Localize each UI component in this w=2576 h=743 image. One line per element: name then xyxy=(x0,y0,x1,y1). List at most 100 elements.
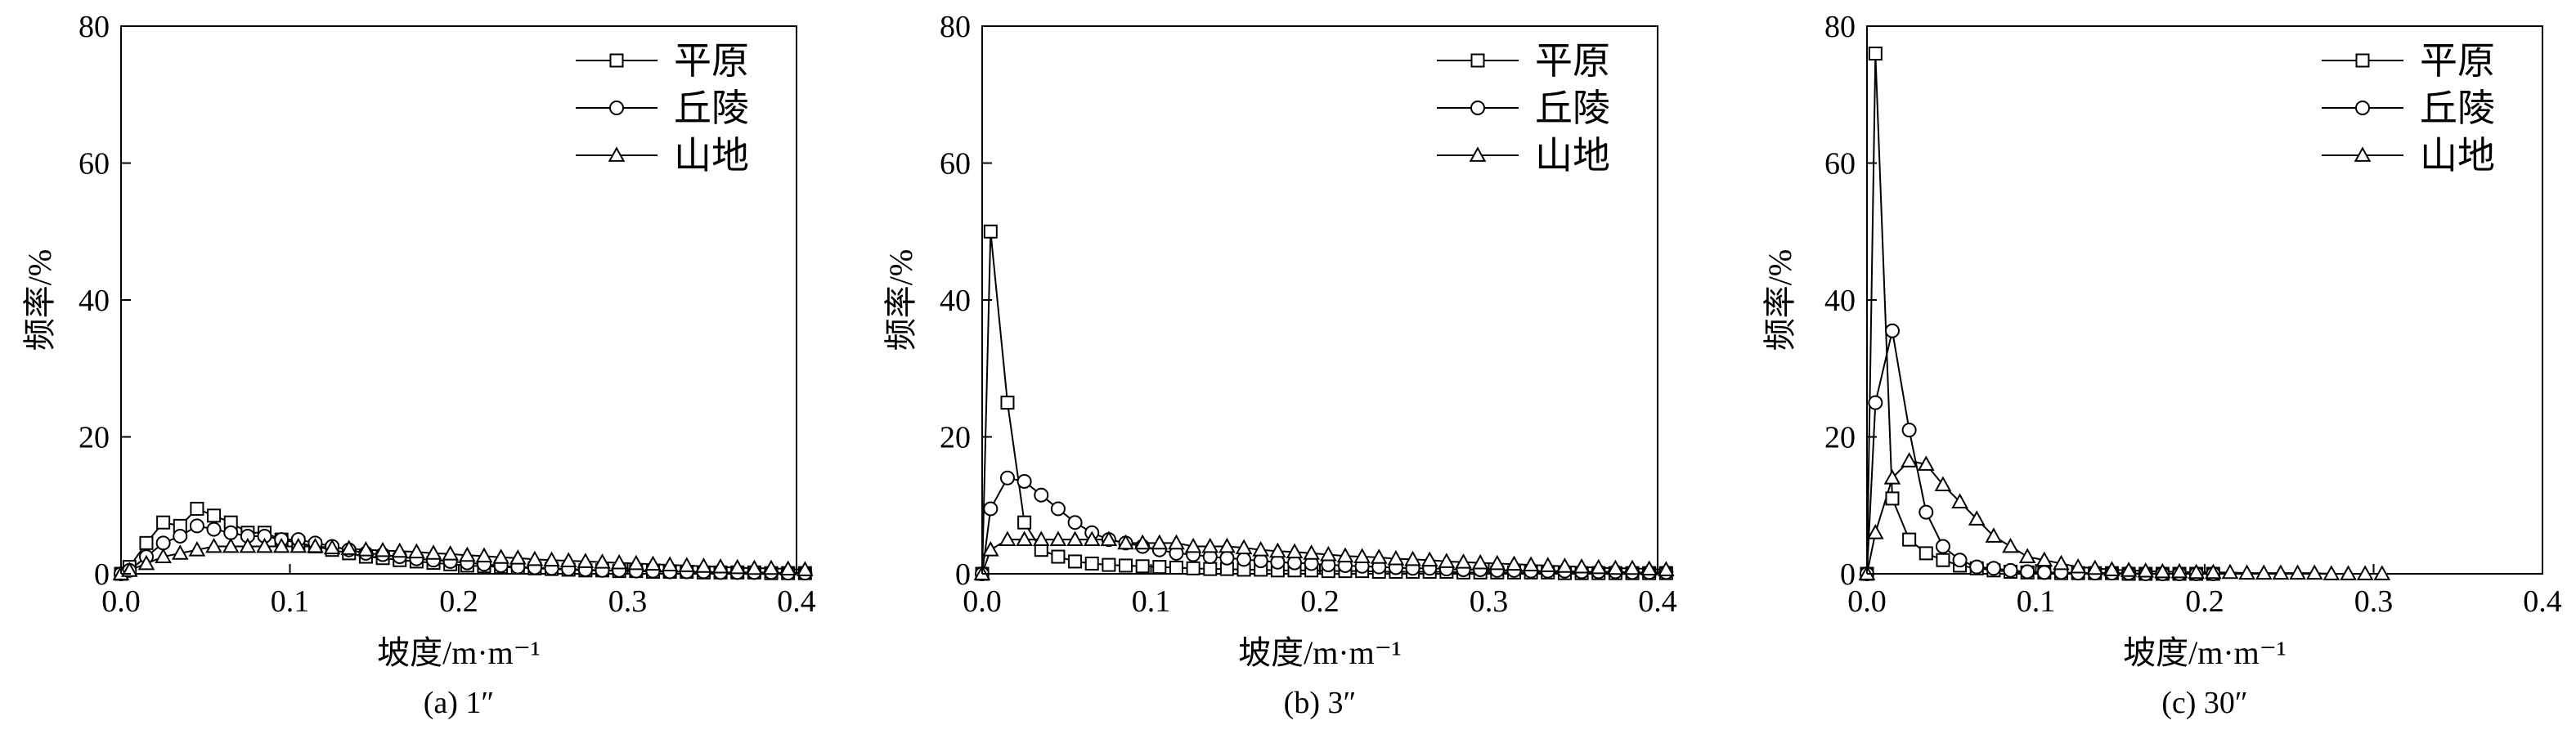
legend-marker xyxy=(2355,101,2370,115)
data-point-山地 xyxy=(1640,560,1658,576)
data-point-山地 xyxy=(1218,537,1236,553)
data-point-山地 xyxy=(1303,544,1320,560)
y-tick-label: 80 xyxy=(79,10,110,44)
series-line-平原 xyxy=(1866,53,2214,575)
tick-layer: 0.0 0.1 0.2 0.3 0.4 0 20 40 60 80 xyxy=(1824,10,2562,619)
data-point-丘陵 xyxy=(1986,561,2001,576)
data-point-平原 xyxy=(1919,546,1933,561)
data-point-山地 xyxy=(2069,557,2087,574)
data-point-平原 xyxy=(1084,556,1099,571)
data-point-山地 xyxy=(762,559,780,575)
y-axis-label: 频率/% xyxy=(882,249,919,351)
x-tick-label: 0.4 xyxy=(777,584,816,619)
series-layer xyxy=(112,501,814,581)
data-point-山地 xyxy=(1883,469,1901,485)
data-point-山地 xyxy=(307,537,324,553)
data-point-山地 xyxy=(1100,530,1118,547)
data-point-丘陵 xyxy=(189,518,204,534)
data-point-山地 xyxy=(610,553,628,570)
x-tick-label: 0.3 xyxy=(1470,584,1509,619)
data-point-山地 xyxy=(492,548,509,564)
y-tick-label: 20 xyxy=(79,421,110,455)
data-point-山地 xyxy=(2137,562,2155,578)
x-tick-label: 0.1 xyxy=(1132,584,1171,619)
data-point-山地 xyxy=(999,530,1016,547)
y-tick-label: 0 xyxy=(94,557,110,592)
data-point-山地 xyxy=(644,555,662,571)
data-point-平原 xyxy=(1186,561,1200,575)
data-point-丘陵 xyxy=(1219,550,1235,566)
data-point-山地 xyxy=(1117,534,1134,550)
data-point-山地 xyxy=(2002,537,2019,553)
data-point-丘陵 xyxy=(1901,423,1917,438)
data-point-平原 xyxy=(1902,532,1917,547)
data-point-山地 xyxy=(1387,549,1405,566)
data-point-山地 xyxy=(391,542,409,558)
series-layer xyxy=(1858,47,2391,581)
legend-marker xyxy=(608,146,626,162)
data-point-山地 xyxy=(188,541,206,557)
data-point-山地 xyxy=(121,562,138,577)
data-point-山地 xyxy=(746,559,763,575)
data-point-山地 xyxy=(408,543,425,559)
data-point-山地 xyxy=(1901,452,1918,468)
data-point-山地 xyxy=(239,537,257,553)
x-tick-label: 0.4 xyxy=(2523,584,2562,619)
data-point-平原 xyxy=(1068,554,1083,569)
legend-marker xyxy=(2354,146,2372,162)
data-point-丘陵 xyxy=(1969,559,1985,575)
data-point-山地 xyxy=(1968,510,1986,526)
legend-label: 山地 xyxy=(1535,135,1610,177)
data-point-丘陵 xyxy=(983,501,999,517)
data-point-山地 xyxy=(1032,530,1050,547)
data-point-山地 xyxy=(2154,562,2171,579)
data-point-山地 xyxy=(289,537,307,553)
y-tick-label: 20 xyxy=(1824,421,1856,455)
legend-marker xyxy=(1470,101,1485,115)
data-point-山地 xyxy=(2086,559,2104,575)
data-point-山地 xyxy=(2272,564,2290,580)
data-point-山地 xyxy=(1506,555,1523,571)
data-point-山地 xyxy=(1658,561,1675,576)
data-point-山地 xyxy=(1867,524,1884,539)
data-point-丘陵 xyxy=(1016,473,1032,489)
data-point-山地 xyxy=(678,557,696,572)
data-point-山地 xyxy=(526,550,544,566)
data-point-丘陵 xyxy=(1884,323,1900,338)
data-point-山地 xyxy=(2053,554,2070,571)
data-point-山地 xyxy=(1607,559,1624,575)
data-point-山地 xyxy=(711,557,729,574)
data-point-山地 xyxy=(1269,542,1286,558)
data-point-山地 xyxy=(2205,563,2222,580)
data-point-平原 xyxy=(1203,562,1218,576)
x-tick-label: 0.2 xyxy=(2185,584,2224,619)
data-point-山地 xyxy=(2103,561,2120,576)
data-point-丘陵 xyxy=(2036,565,2052,580)
y-tick-label: 60 xyxy=(1824,147,1856,181)
data-point-平原 xyxy=(1152,560,1167,575)
data-point-山地 xyxy=(627,554,645,571)
data-point-山地 xyxy=(509,549,527,565)
y-tick-label: 0 xyxy=(1840,557,1856,592)
data-point-山地 xyxy=(1471,553,1489,570)
legend-label: 丘陵 xyxy=(674,87,749,129)
panel-caption: (b) 3″ xyxy=(1284,686,1357,720)
data-point-山地 xyxy=(1590,558,1608,575)
data-point-平原 xyxy=(190,501,204,516)
data-point-平原 xyxy=(1000,396,1015,410)
y-tick-label: 40 xyxy=(940,284,971,318)
data-point-山地 xyxy=(695,557,712,573)
panel-caption: (a) 1″ xyxy=(424,686,495,720)
data-point-山地 xyxy=(982,541,999,557)
data-point-平原 xyxy=(1119,558,1133,573)
series-layer xyxy=(973,224,1675,581)
x-tick-label: 0.2 xyxy=(1300,584,1340,619)
data-point-山地 xyxy=(2238,564,2255,580)
data-point-山地 xyxy=(256,537,273,553)
data-point-山地 xyxy=(357,541,375,557)
data-point-山地 xyxy=(155,548,172,563)
data-point-山地 xyxy=(2356,565,2374,580)
data-point-山地 xyxy=(1336,547,1354,563)
